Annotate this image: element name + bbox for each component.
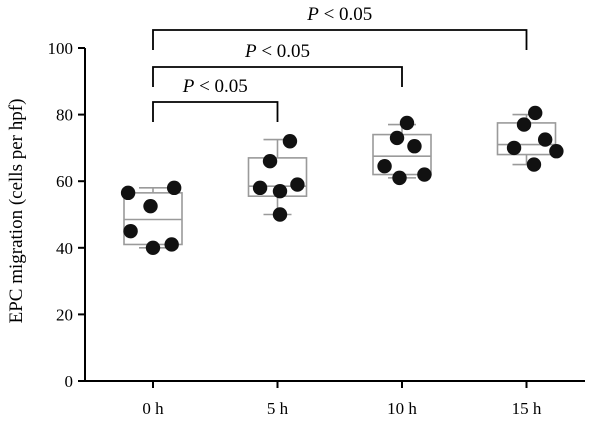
- data-point: [516, 117, 532, 132]
- data-point: [389, 130, 405, 146]
- y-tick-label: 100: [48, 39, 74, 58]
- data-point: [417, 167, 432, 182]
- significance-bracket: [152, 101, 279, 122]
- boxes: [123, 113, 557, 249]
- significance-label: P < 0.05: [244, 41, 310, 62]
- data-point: [145, 240, 161, 255]
- data-point: [290, 177, 305, 192]
- y-axis: 0 20 40 60 80 100: [48, 39, 86, 391]
- significance-bracket: [152, 66, 403, 87]
- data-point: [120, 185, 136, 201]
- data-point: [262, 154, 278, 169]
- data-point: [407, 139, 422, 154]
- data-points: [120, 105, 564, 255]
- significance-label: P < 0.05: [306, 4, 372, 25]
- y-tick-label: 40: [56, 239, 73, 258]
- significance-label: P < 0.05: [182, 76, 248, 97]
- data-point: [272, 183, 288, 199]
- data-point: [392, 170, 407, 186]
- data-point: [252, 180, 268, 196]
- y-tick-label: 60: [56, 172, 73, 191]
- x-tick-label: 5 h: [267, 399, 289, 418]
- y-axis-label: EPC migration (cells per hpf): [6, 99, 27, 324]
- data-point: [377, 159, 392, 174]
- x-axis: 0 h 5 h 10 h 15 h: [85, 380, 585, 418]
- x-tick-label: 10 h: [387, 399, 417, 418]
- y-tick-label: 80: [56, 106, 73, 125]
- data-point: [526, 157, 542, 172]
- data-point: [166, 180, 182, 196]
- data-point: [143, 198, 158, 214]
- significance-bracket: [152, 29, 528, 50]
- data-point: [123, 223, 138, 239]
- x-tick-label: 15 h: [512, 399, 542, 418]
- data-point: [528, 105, 543, 121]
- y-tick-label: 0: [65, 372, 74, 391]
- data-point: [537, 132, 553, 147]
- data-point: [282, 134, 298, 149]
- data-point: [549, 144, 564, 159]
- data-point: [272, 207, 288, 222]
- x-tick-label: 0 h: [142, 399, 164, 418]
- significance-annotations: P < 0.05 P < 0.05 P < 0.05: [152, 4, 528, 122]
- y-tick-label: 20: [56, 305, 73, 324]
- data-point: [506, 140, 522, 156]
- data-point: [164, 237, 179, 252]
- box-1: [247, 138, 308, 216]
- data-point: [399, 115, 415, 131]
